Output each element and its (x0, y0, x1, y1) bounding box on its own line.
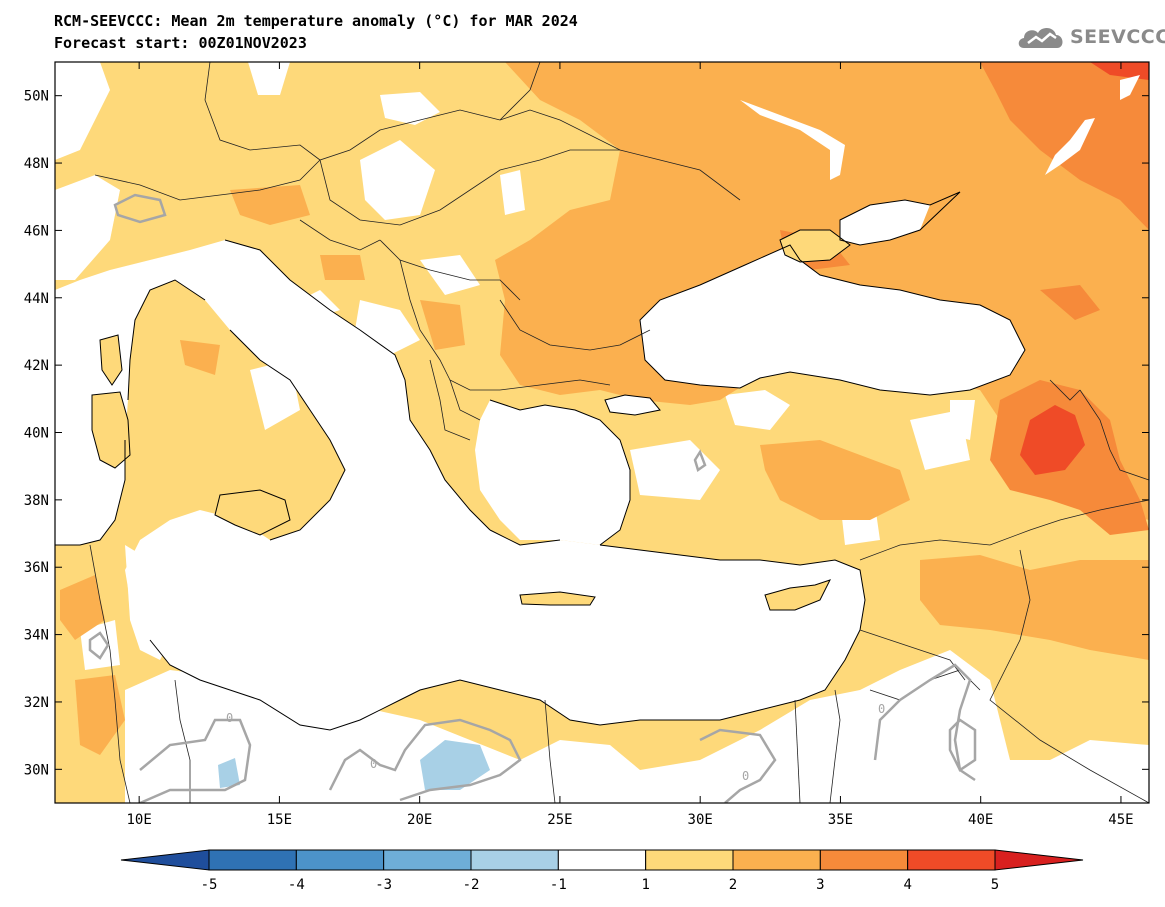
inland-water (740, 75, 1140, 180)
colorbar: -5 -4 -3 -2 -1 1 2 3 4 5 (120, 849, 1084, 893)
latitude-axis: 50N 48N 46N 44N 42N 40N 38N 36N 34N 32N 30N (24, 89, 1149, 778)
colorbar-segment (732, 849, 821, 871)
logo-text: SEEVCCC (1070, 26, 1165, 48)
contour-label: 0 (226, 711, 233, 725)
seevccc-logo: SEEVCCC (1016, 22, 1165, 52)
crete (520, 592, 595, 605)
lon-tick-label: 25E (547, 812, 572, 828)
corsica (100, 335, 122, 385)
colorbar-label: 4 (903, 877, 911, 893)
contour-label: 0 (370, 757, 377, 771)
lat-tick-label: 38N (24, 493, 49, 509)
sea-mask (55, 200, 1025, 730)
contour-label: 0 (742, 769, 749, 783)
cloud-icon (1018, 27, 1063, 48)
lat-tick-label: 50N (24, 89, 49, 105)
anomaly-fill-4-5 (1020, 62, 1149, 475)
colorbar-label: 3 (816, 877, 824, 893)
lon-tick-label: 15E (267, 812, 292, 828)
lat-tick-label: 30N (24, 762, 49, 778)
lat-tick-label: 32N (24, 695, 49, 711)
colorbar-segment (819, 849, 909, 871)
sardinia (92, 392, 130, 468)
zero-contours (88, 193, 977, 803)
forecast-start-label: Forecast start: 00Z01NOV2023 (54, 34, 307, 52)
colorbar-label: 1 (641, 877, 649, 893)
colorbar-label: -5 (201, 877, 218, 893)
colorbar-segment (907, 849, 996, 871)
lat-tick-label: 40N (24, 426, 49, 442)
colorbar-segment (645, 849, 734, 871)
coastlines (55, 191, 1026, 731)
colorbar-label: 5 (991, 877, 999, 893)
crimea (780, 230, 850, 262)
map-title: RCM-SEEVCCC: Mean 2m temperature anomaly… (54, 12, 578, 30)
lat-tick-label: 46N (24, 223, 49, 239)
contour-label: 0 (878, 702, 885, 716)
lon-tick-label: 10E (127, 812, 152, 828)
map-field: 0 0 0 0 0 (55, 62, 1149, 803)
colorbar-segment (383, 849, 472, 871)
lat-tick-label: 48N (24, 156, 49, 172)
longitude-axis: 10E 15E 20E 25E 30E 35E 40E 45E (127, 62, 1134, 828)
lon-tick-label: 20E (407, 812, 432, 828)
lon-tick-label: 40E (968, 812, 993, 828)
colorbar-segment (557, 849, 647, 871)
colorbar-low-arrow (120, 849, 210, 871)
sicily (215, 490, 290, 535)
lon-tick-label: 45E (1108, 812, 1133, 828)
lat-tick-label: 42N (24, 358, 49, 374)
colorbar-label: 2 (729, 877, 737, 893)
colorbar-high-arrow (994, 849, 1084, 871)
colorbar-segment (208, 849, 297, 871)
lat-tick-label: 34N (24, 628, 49, 644)
colorbar-label: -4 (288, 877, 305, 893)
colorbar-label: -3 (375, 877, 392, 893)
lon-tick-label: 30E (688, 812, 713, 828)
anomaly-fill-negative (218, 740, 490, 790)
colorbar-segment (470, 849, 559, 871)
colorbar-label: -1 (550, 877, 567, 893)
lat-tick-label: 36N (24, 560, 49, 576)
lon-tick-label: 35E (828, 812, 853, 828)
colorbar-label: -2 (463, 877, 480, 893)
colorbar-segment (295, 849, 385, 871)
lat-tick-label: 44N (24, 291, 49, 307)
